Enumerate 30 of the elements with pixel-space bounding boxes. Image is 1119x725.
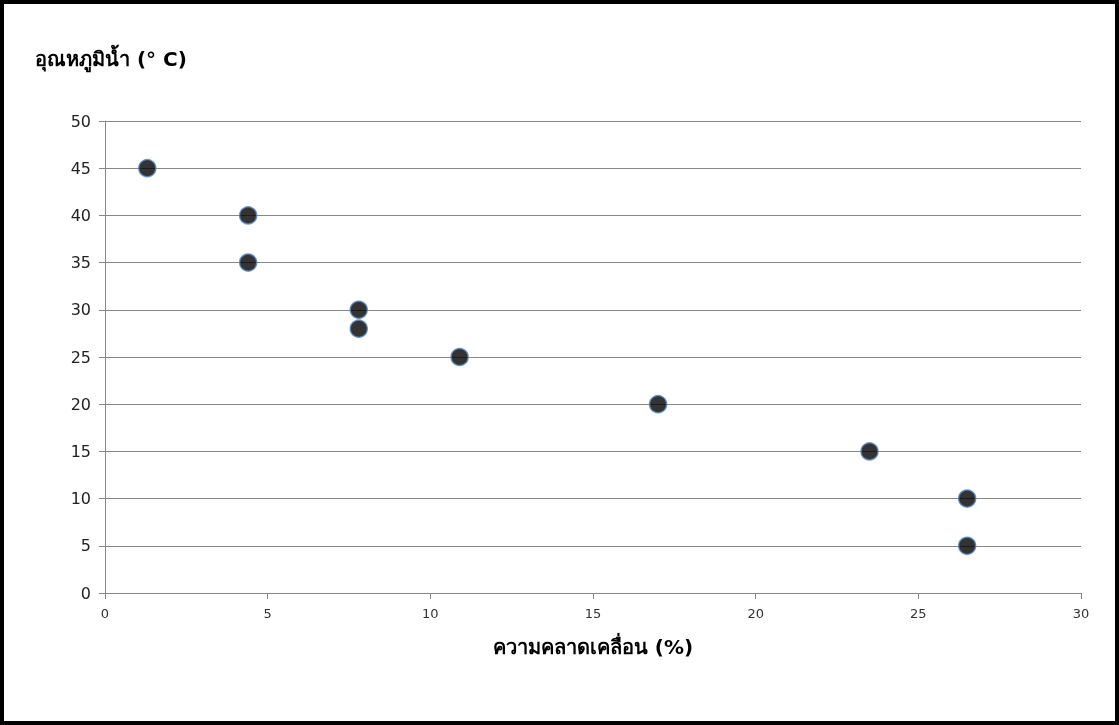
point (860, 442, 879, 461)
y-tick-label: 40 (70, 205, 91, 225)
point (238, 206, 258, 225)
x-tick-label: 15 (584, 606, 602, 621)
y-tick-label: 25 (70, 347, 91, 367)
point (349, 319, 369, 338)
y-tick-label: 5 (80, 536, 91, 556)
x-tick-label: 25 (910, 606, 927, 621)
x-tick-label: 0 (100, 606, 110, 621)
y-tick-label: 45 (70, 158, 91, 178)
y-tick-label: 30 (70, 300, 91, 320)
point (138, 158, 157, 178)
x-tick-label: 30 (1072, 606, 1090, 621)
point (349, 300, 369, 320)
y-tick-label: 15 (70, 441, 91, 461)
y-tick-label: 35 (70, 253, 91, 273)
x-tick-label: 5 (263, 606, 272, 621)
y-tick-label: 0 (80, 583, 91, 603)
y-tick-label: 10 (70, 489, 91, 509)
y-tick-label: 50 (70, 111, 91, 131)
x-tick-label: 10 (422, 606, 439, 621)
y-axis-title: อุณหภูมิน้ำ (° C) (35, 44, 187, 73)
x-axis-title: ความคลาดเคลื่อน (%) (492, 632, 694, 659)
point (238, 253, 258, 272)
y-tick-label: 20 (70, 394, 91, 414)
point (450, 347, 469, 367)
x-tick-label: 20 (747, 606, 764, 621)
point (648, 394, 668, 414)
point (957, 489, 977, 508)
point (957, 536, 977, 556)
